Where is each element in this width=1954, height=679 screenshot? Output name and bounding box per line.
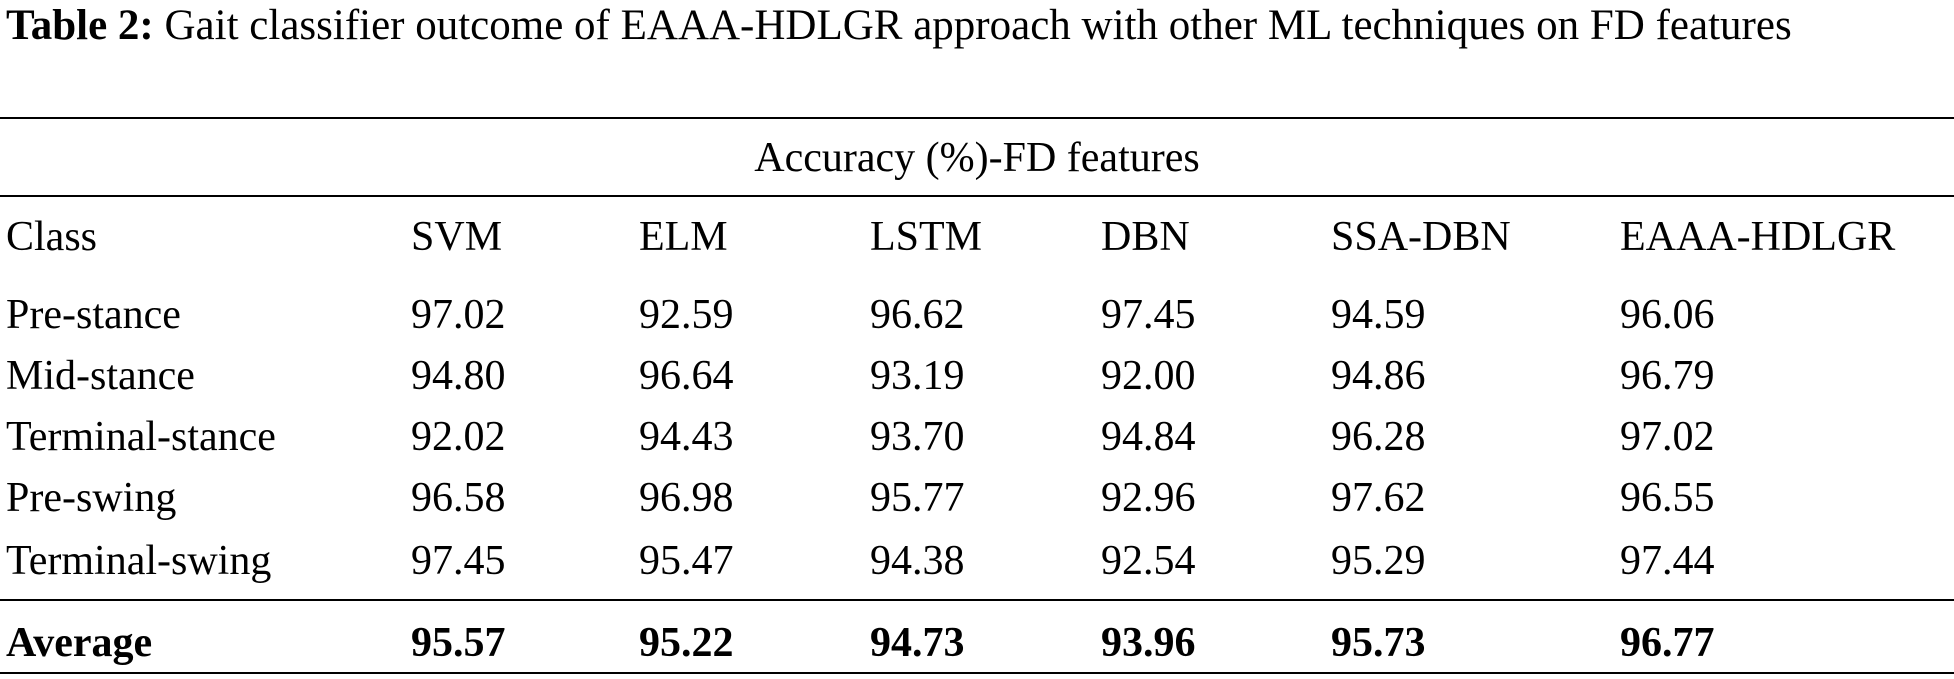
- top-rule: [0, 117, 1954, 119]
- column-header: ELM: [639, 214, 728, 260]
- row-label: Terminal-swing: [6, 538, 272, 584]
- cell-value: 94.59: [1331, 292, 1426, 338]
- cell-value: 94.86: [1331, 353, 1426, 399]
- cell-value: 92.00: [1101, 353, 1196, 399]
- cell-value: 92.02: [411, 414, 506, 460]
- column-header: DBN: [1101, 214, 1190, 260]
- cell-value: 97.02: [1620, 414, 1715, 460]
- cell-value: 96.28: [1331, 414, 1426, 460]
- cell-value: 96.62: [870, 292, 965, 338]
- average-rule: [0, 599, 1954, 601]
- cell-value: 94.38: [870, 538, 965, 584]
- column-header: SVM: [411, 214, 503, 260]
- column-header: SSA-DBN: [1331, 214, 1511, 260]
- average-value: 95.73: [1331, 620, 1426, 666]
- cell-value: 93.19: [870, 353, 965, 399]
- cell-value: 97.62: [1331, 475, 1426, 521]
- cell-value: 92.54: [1101, 538, 1196, 584]
- cell-value: 95.77: [870, 475, 965, 521]
- cell-value: 92.59: [639, 292, 734, 338]
- cell-value: 97.44: [1620, 538, 1715, 584]
- cell-value: 97.45: [1101, 292, 1196, 338]
- cell-value: 96.64: [639, 353, 734, 399]
- row-label: Pre-stance: [6, 292, 181, 338]
- average-value: 94.73: [870, 620, 965, 666]
- cell-value: 95.29: [1331, 538, 1426, 584]
- column-header: LSTM: [870, 214, 983, 260]
- cell-value: 94.84: [1101, 414, 1196, 460]
- cell-value: 94.80: [411, 353, 506, 399]
- average-value: 93.96: [1101, 620, 1196, 666]
- cell-value: 96.55: [1620, 475, 1715, 521]
- cell-value: 94.43: [639, 414, 734, 460]
- header-rule: [0, 195, 1954, 197]
- cell-value: 97.45: [411, 538, 506, 584]
- cell-value: 93.70: [870, 414, 965, 460]
- caption: Table 2: Gait classifier outcome of EAAA…: [6, 0, 1948, 52]
- average-value: 95.57: [411, 620, 506, 666]
- row-label: Mid-stance: [6, 353, 195, 399]
- group-header: Accuracy (%)-FD features: [754, 135, 1200, 181]
- cell-value: 96.79: [1620, 353, 1715, 399]
- cell-value: 92.96: [1101, 475, 1196, 521]
- average-value: 96.77: [1620, 620, 1715, 666]
- column-header: Class: [6, 214, 98, 260]
- caption-label: Table 2:: [6, 2, 154, 49]
- bottom-rule: [0, 672, 1954, 674]
- cell-value: 96.06: [1620, 292, 1715, 338]
- caption-text: Gait classifier outcome of EAAA-HDLGR ap…: [164, 2, 1792, 49]
- row-label: Terminal-stance: [6, 414, 276, 460]
- average-value: 95.22: [639, 620, 734, 666]
- column-header: EAAA-HDLGR: [1620, 214, 1896, 260]
- cell-value: 96.58: [411, 475, 506, 521]
- cell-value: 96.98: [639, 475, 734, 521]
- cell-value: 95.47: [639, 538, 734, 584]
- average-label: Average: [6, 620, 153, 666]
- cell-value: 97.02: [411, 292, 506, 338]
- row-label: Pre-swing: [6, 475, 177, 521]
